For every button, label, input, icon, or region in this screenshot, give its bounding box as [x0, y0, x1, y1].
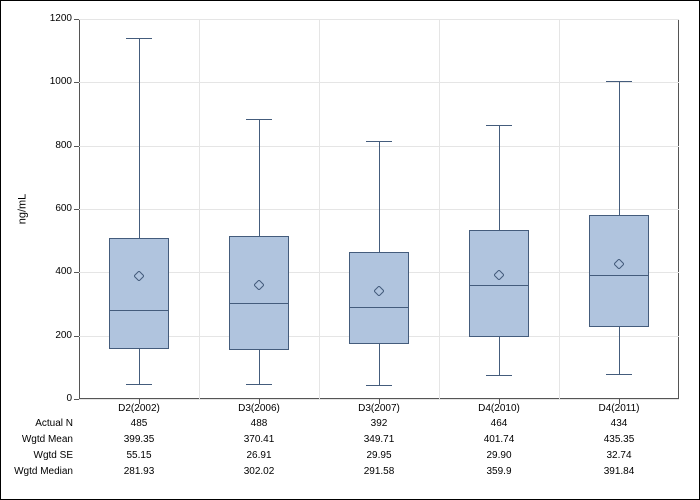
grid-line-v — [319, 19, 320, 399]
box — [229, 236, 289, 350]
median-line — [589, 275, 649, 276]
y-tick-label: 1200 — [34, 13, 72, 24]
whisker-upper — [379, 141, 380, 252]
stats-value: 391.84 — [559, 466, 679, 477]
category-label: D4(2011) — [559, 403, 679, 414]
median-line — [349, 307, 409, 308]
median-line — [229, 303, 289, 304]
whisker-cap-lower — [246, 384, 272, 385]
whisker-cap-upper — [246, 119, 272, 120]
y-tick-label: 200 — [34, 330, 72, 341]
y-tick-label: 400 — [34, 266, 72, 277]
box — [109, 238, 169, 349]
category-label: D2(2002) — [79, 403, 199, 414]
stats-value: 55.15 — [79, 450, 199, 461]
whisker-cap-lower — [126, 384, 152, 385]
stats-value: 302.02 — [199, 466, 319, 477]
grid-line-v — [559, 19, 560, 399]
y-tick — [74, 146, 79, 147]
y-tick-label: 1000 — [34, 76, 72, 87]
y-axis-label: ng/mL — [16, 194, 28, 225]
whisker-cap-lower — [366, 385, 392, 386]
y-tick-label: 800 — [34, 140, 72, 151]
whisker-upper — [259, 119, 260, 236]
y-tick — [74, 336, 79, 337]
grid-line-v — [199, 19, 200, 399]
whisker-upper — [139, 38, 140, 238]
y-tick — [74, 209, 79, 210]
y-tick — [74, 399, 79, 400]
stats-row-label: Wgtd Median — [1, 466, 73, 477]
grid-line-h — [79, 19, 679, 20]
whisker-cap-upper — [486, 125, 512, 126]
stats-value: 485 — [79, 418, 199, 429]
stats-value: 26.91 — [199, 450, 319, 461]
chart-container: ng/mL 020040060080010001200D2(2002)D3(20… — [0, 0, 700, 500]
grid-line-v — [439, 19, 440, 399]
stats-value: 370.41 — [199, 434, 319, 445]
whisker-upper — [619, 81, 620, 216]
whisker-upper — [499, 125, 500, 230]
y-tick — [74, 82, 79, 83]
box — [349, 252, 409, 343]
box — [469, 230, 529, 338]
median-line — [469, 285, 529, 286]
box — [589, 215, 649, 326]
median-line — [109, 310, 169, 311]
whisker-lower — [499, 337, 500, 375]
stats-value: 29.90 — [439, 450, 559, 461]
whisker-lower — [259, 350, 260, 384]
stats-value: 392 — [319, 418, 439, 429]
y-tick — [74, 19, 79, 20]
stats-row-label: Wgtd Mean — [1, 434, 73, 445]
stats-value: 291.58 — [319, 466, 439, 477]
whisker-lower — [619, 327, 620, 375]
y-tick-label: 600 — [34, 203, 72, 214]
whisker-cap-lower — [486, 375, 512, 376]
y-tick-label: 0 — [34, 393, 72, 404]
grid-line-h — [79, 82, 679, 83]
stats-row-label: Wgtd SE — [1, 450, 73, 461]
stats-value: 435.35 — [559, 434, 679, 445]
stats-value: 401.74 — [439, 434, 559, 445]
stats-value: 399.35 — [79, 434, 199, 445]
whisker-cap-upper — [606, 81, 632, 82]
whisker-cap-upper — [126, 38, 152, 39]
y-tick — [74, 272, 79, 273]
stats-value: 281.93 — [79, 466, 199, 477]
category-label: D3(2006) — [199, 403, 319, 414]
stats-value: 488 — [199, 418, 319, 429]
stats-value: 29.95 — [319, 450, 439, 461]
stats-value: 32.74 — [559, 450, 679, 461]
stats-row-label: Actual N — [1, 418, 73, 429]
category-label: D3(2007) — [319, 403, 439, 414]
category-label: D4(2010) — [439, 403, 559, 414]
stats-value: 349.71 — [319, 434, 439, 445]
whisker-cap-lower — [606, 374, 632, 375]
stats-value: 434 — [559, 418, 679, 429]
whisker-cap-upper — [366, 141, 392, 142]
whisker-lower — [139, 349, 140, 384]
stats-value: 359.9 — [439, 466, 559, 477]
stats-value: 464 — [439, 418, 559, 429]
whisker-lower — [379, 344, 380, 385]
